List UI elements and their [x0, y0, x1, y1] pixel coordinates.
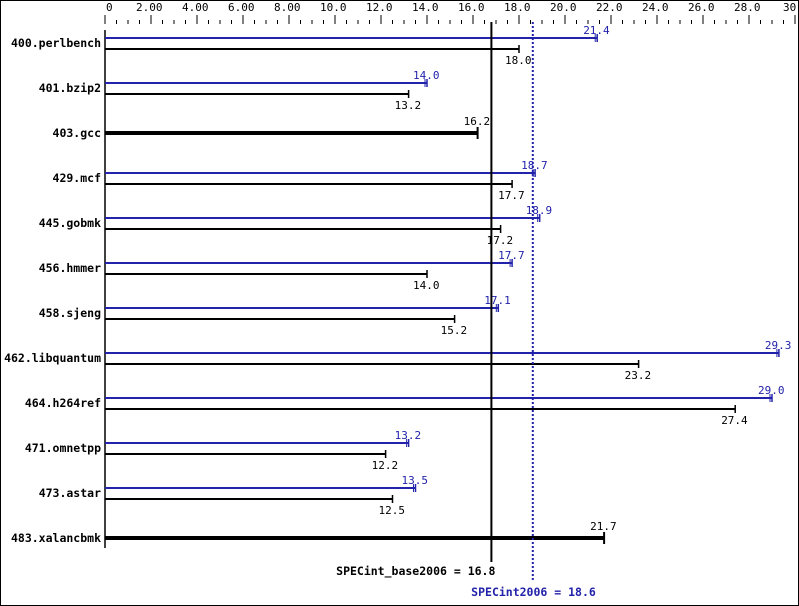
benchmark-label: 458.sjeng: [39, 306, 101, 320]
base-value-label: 12.2: [372, 459, 399, 472]
benchmark-label: 403.gcc: [53, 126, 101, 140]
peak-value-label: 18.9: [526, 204, 553, 217]
benchmark-label: 429.mcf: [53, 171, 102, 185]
base-value-label: 17.2: [487, 234, 513, 247]
base-value-label: 12.5: [379, 504, 406, 517]
base-value-label: 18.0: [505, 54, 532, 67]
base-value-label: 27.4: [721, 414, 748, 427]
base-value-label: 14.0: [413, 279, 440, 292]
tick-label: 6.00: [228, 1, 255, 14]
peak-value-label: 17.1: [484, 294, 511, 307]
tick-label: 16.0: [458, 1, 485, 14]
benchmark-label: 462.libquantum: [4, 351, 101, 365]
tick-label: 0: [106, 1, 113, 14]
peak-value-label: 17.7: [498, 249, 524, 262]
base-value-label: 17.7: [498, 189, 524, 202]
peak-value-label: 18.7: [521, 159, 548, 172]
tick-label: 2.00: [136, 1, 163, 14]
base-value-label: 21.7: [590, 520, 617, 533]
tick-label: 10.0: [320, 1, 347, 14]
peak-value-label: 29.0: [758, 384, 785, 397]
peak-value-label: 21.4: [583, 24, 610, 37]
benchmark-label: 401.bzip2: [39, 81, 101, 95]
tick-label: 14.0: [412, 1, 439, 14]
base-mean-label: SPECint_base2006 = 16.8: [336, 564, 495, 579]
tick-label: 24.0: [642, 1, 669, 14]
tick-label: 30.0: [783, 1, 799, 14]
tick-label: 26.0: [688, 1, 715, 14]
benchmark-label: 471.omnetpp: [25, 441, 101, 455]
peak-value-label: 29.3: [765, 339, 792, 352]
peak-value-label: 14.0: [413, 69, 440, 82]
base-value-label: 23.2: [625, 369, 652, 382]
tick-label: 8.00: [274, 1, 301, 14]
base-value-label: 16.2: [464, 115, 491, 128]
base-value-label: 13.2: [395, 99, 422, 112]
peak-value-label: 13.2: [395, 429, 422, 442]
benchmark-label: 483.xalancbmk: [11, 531, 101, 545]
benchmark-label: 464.h264ref: [25, 396, 101, 410]
benchmark-label: 445.gobmk: [39, 216, 101, 230]
base-value-label: 15.2: [441, 324, 468, 337]
tick-label: 4.00: [182, 1, 209, 14]
tick-label: 22.0: [596, 1, 623, 14]
tick-label: 28.0: [734, 1, 761, 14]
peak-mean-label: SPECint2006 = 18.6: [471, 585, 596, 599]
benchmark-label: 473.astar: [39, 486, 101, 500]
benchmark-label: 456.hmmer: [39, 261, 101, 275]
tick-label: 12.0: [366, 1, 393, 14]
tick-label: 20.0: [550, 1, 577, 14]
peak-value-label: 13.5: [402, 474, 429, 487]
tick-label: 18.0: [504, 1, 531, 14]
benchmark-label: 400.perlbench: [11, 36, 101, 50]
